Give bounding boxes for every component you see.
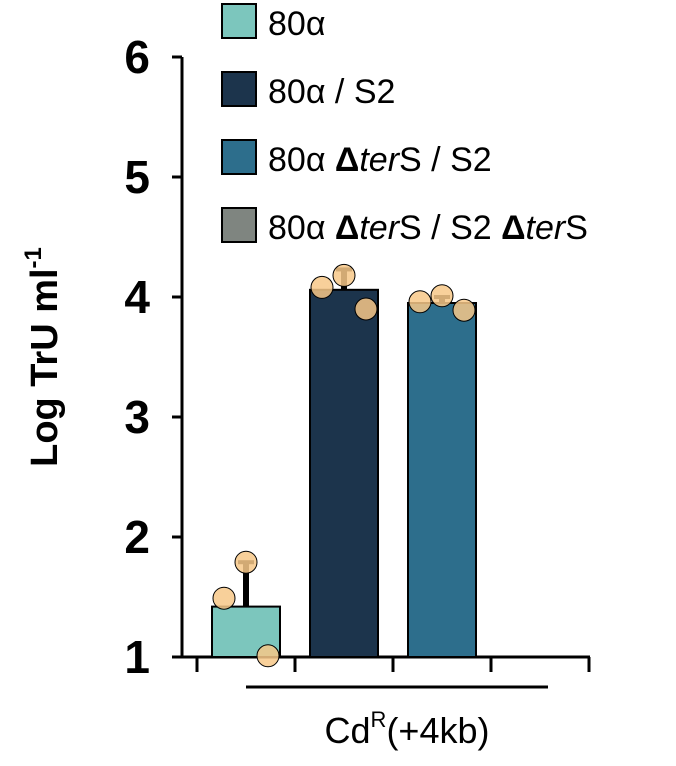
y-tick-label: 6: [124, 31, 150, 83]
data-point: [430, 284, 454, 308]
legend-label-1: 80α / S2: [268, 73, 395, 111]
y-tick-label: 3: [124, 391, 150, 443]
y-tick-label: 2: [124, 511, 150, 563]
data-point: [212, 586, 236, 610]
legend-label-3: 80α ΔterS / S2 ΔterS: [268, 209, 588, 247]
data-point: [310, 275, 334, 299]
data-points: [212, 263, 476, 668]
legend-label-2: 80α ΔterS / S2: [268, 141, 492, 179]
bar-1: [309, 288, 379, 658]
bars: [211, 267, 477, 658]
data-point: [256, 644, 280, 668]
axes: 1 2 3 4 5 6: [124, 31, 591, 689]
data-point: [332, 263, 356, 287]
legend-swatch-3: [221, 207, 257, 243]
x-axis-label-sup: R: [371, 707, 387, 732]
x-axis-label-main: Cd: [325, 710, 371, 751]
data-point: [452, 298, 476, 322]
data-point: [408, 290, 432, 314]
y-axis-label-main: Log TrU ml: [24, 268, 66, 466]
y-tick-label: 5: [124, 151, 150, 203]
x-axis-label-suffix: (+4kb): [386, 710, 489, 751]
bar-2: [407, 302, 477, 658]
y-tick-label: 4: [124, 271, 150, 323]
data-point: [354, 297, 378, 321]
legend-swatch-2: [221, 139, 257, 175]
legend-label-0: 80α: [268, 5, 325, 43]
legend: 80α 80α / S2 80α ΔterS / S2 80α ΔterS / S2 …: [221, 3, 588, 247]
legend-swatch-0: [221, 3, 257, 39]
y-axis-label-sup: -1: [20, 247, 47, 268]
legend-swatch-1: [221, 71, 257, 107]
data-point: [234, 550, 258, 574]
x-axis-label: CdR(+4kb): [325, 707, 490, 751]
y-tick-label: 1: [124, 631, 150, 683]
y-axis-label: Log TrU ml-1: [20, 247, 66, 467]
